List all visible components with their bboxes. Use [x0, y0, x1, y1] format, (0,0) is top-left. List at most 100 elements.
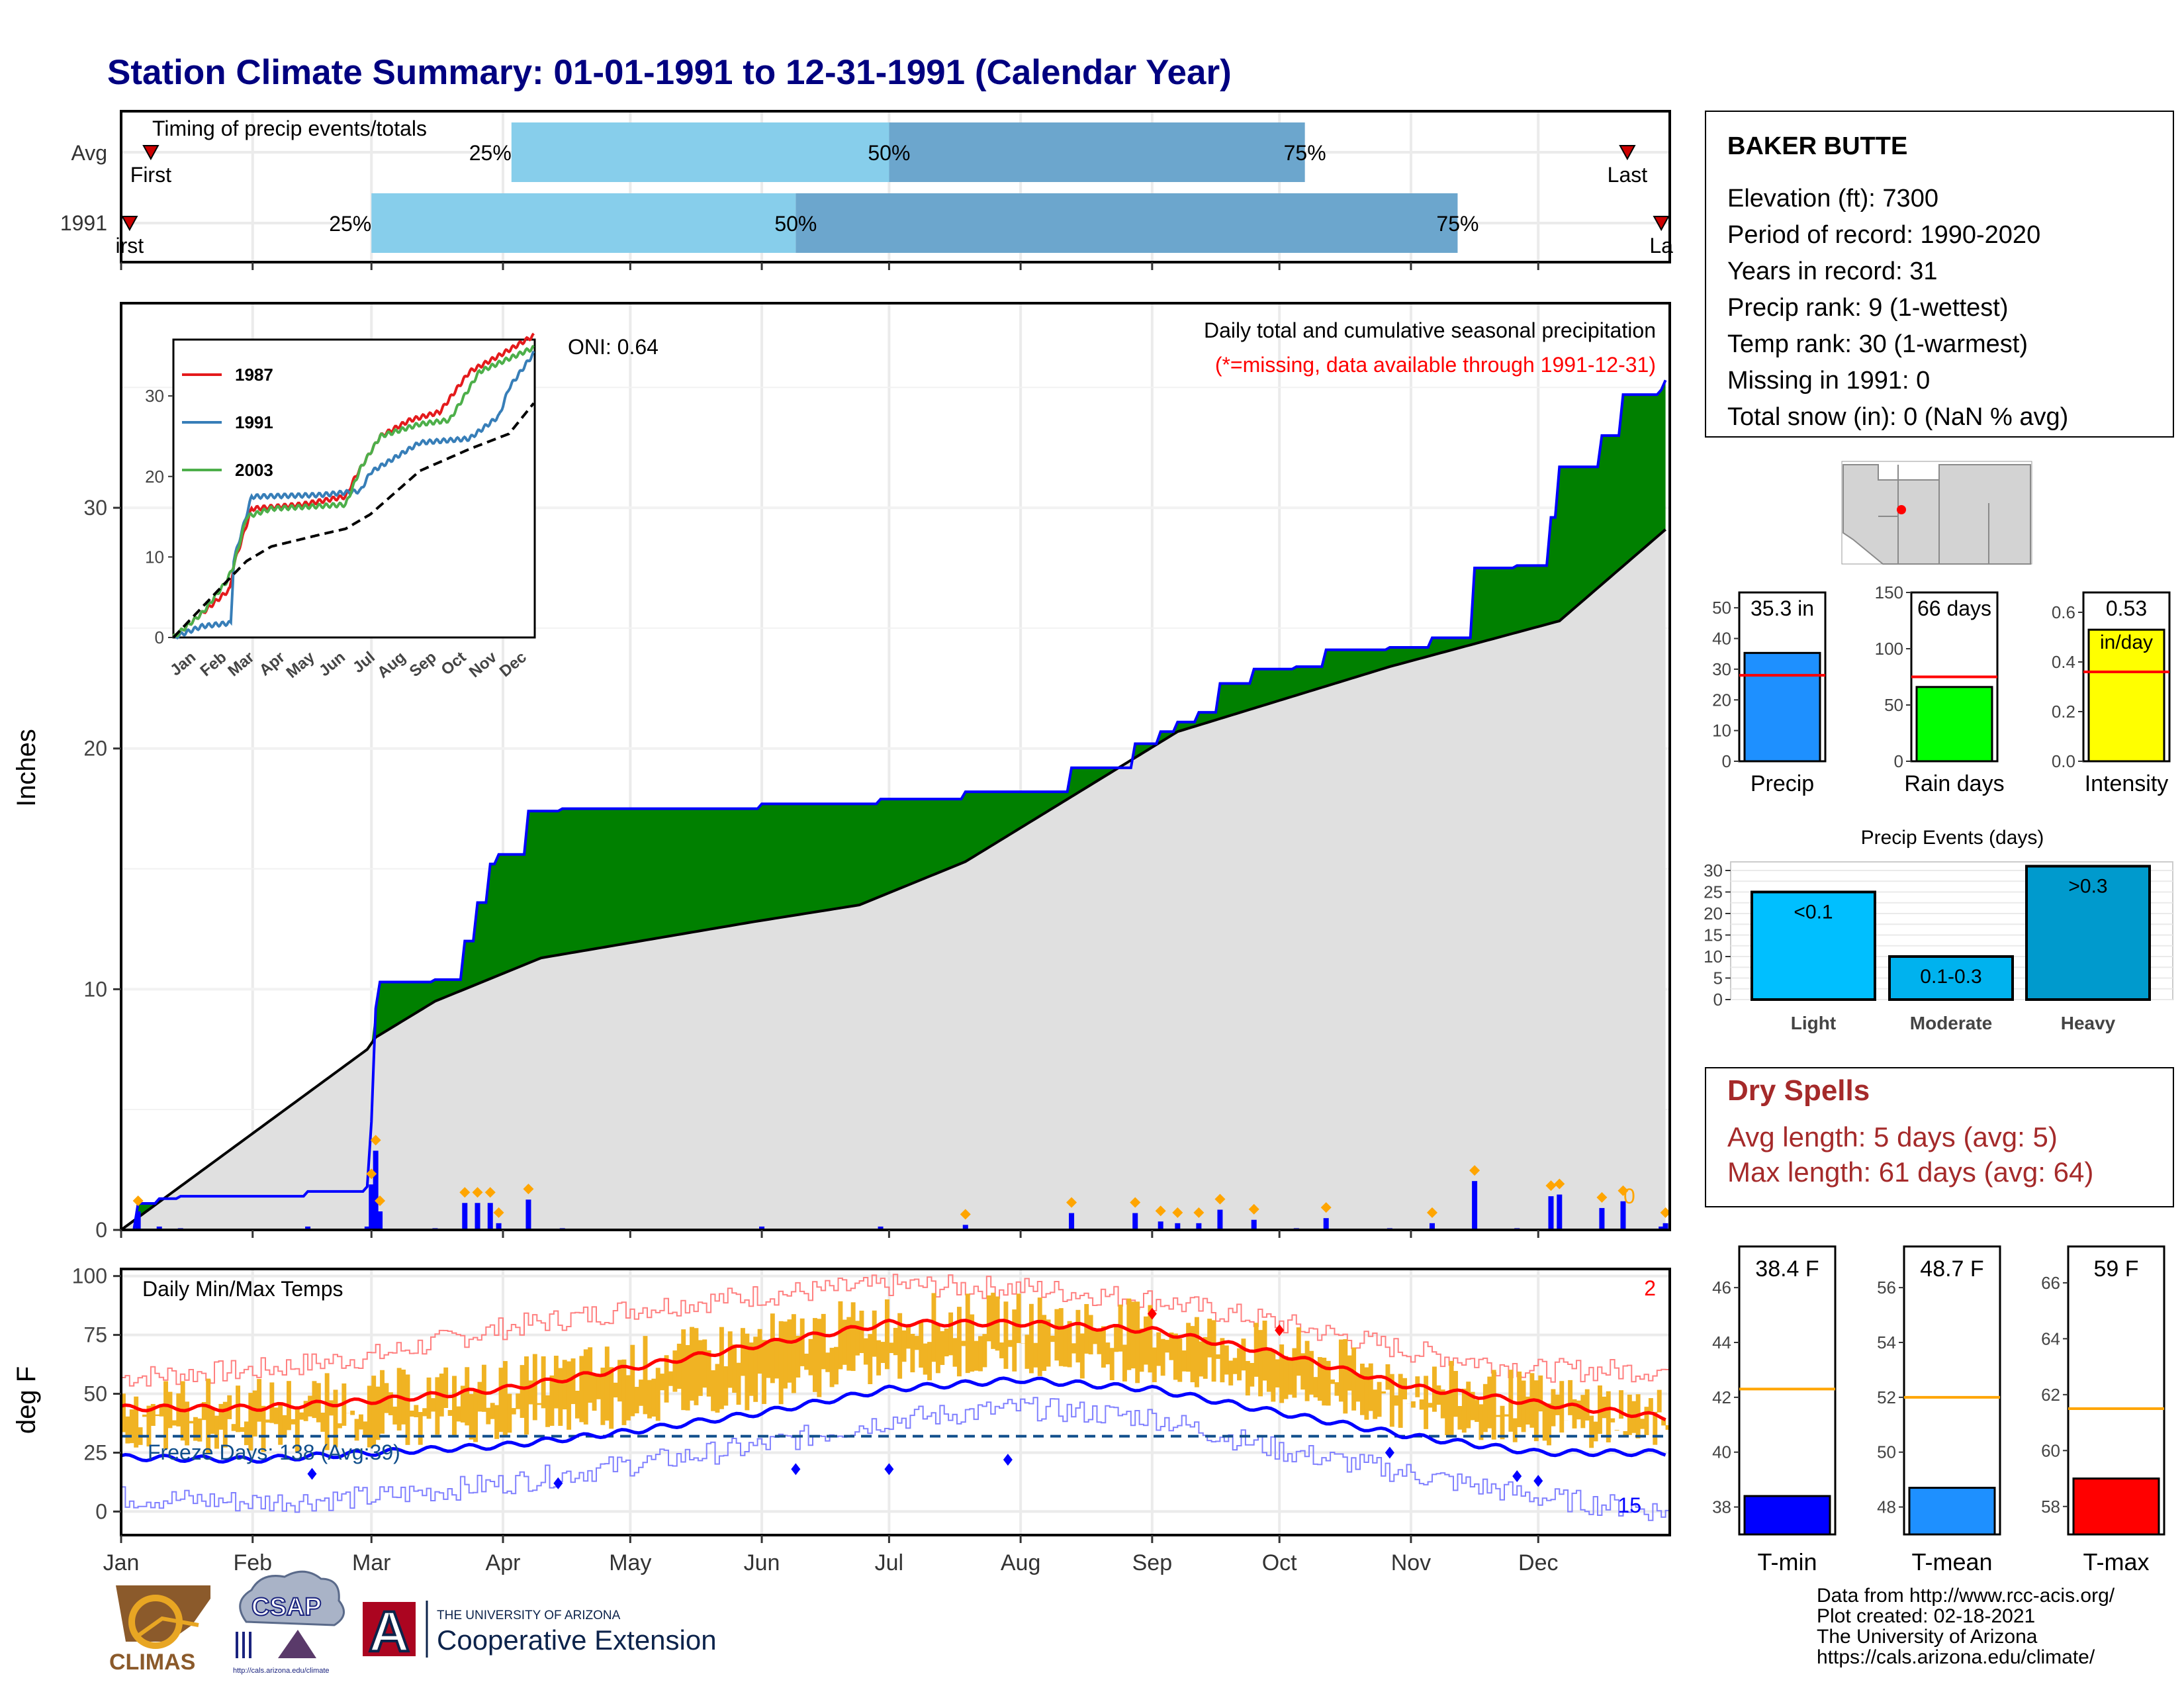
events-category-label: Moderate [1910, 1013, 1992, 1033]
daily-temp-bar [681, 1329, 686, 1411]
climas-logo: CLIMAS [109, 1585, 210, 1675]
daily-temp-bar [1657, 1389, 1662, 1413]
daily-temp-bar [1109, 1348, 1115, 1381]
daily-temp-bar [796, 1335, 801, 1378]
daily-temp-bar [1012, 1309, 1017, 1372]
daily-temp-bar [1364, 1367, 1369, 1420]
station-info-box: BAKER BUTTE Elevation (ft): 7300 Period … [1705, 111, 2174, 438]
temp-summary-frame [1903, 1245, 2001, 1536]
daily-temp-bar [456, 1406, 461, 1422]
daily-temp-bar [1432, 1366, 1437, 1412]
daily-temp-bar [978, 1336, 983, 1372]
daily-temp-bar [1037, 1297, 1042, 1376]
events-y-label: 25 [1704, 882, 1723, 902]
daily-temp-bar [1097, 1329, 1102, 1354]
month-label: Jan [103, 1550, 140, 1575]
month-label: Oct [1262, 1550, 1297, 1575]
daily-precip-bar [1472, 1181, 1478, 1230]
heavy-event-marker [1172, 1207, 1183, 1218]
temp-summary-y-label: 52 [1877, 1387, 1896, 1407]
summary-unit-label: in/day [2100, 632, 2153, 653]
daily-temp-bar [596, 1375, 601, 1399]
daily-temp-bar [1313, 1377, 1318, 1398]
daily-temp-bar [1114, 1326, 1119, 1352]
daily-temp-bar [1593, 1421, 1598, 1442]
daily-temp-bar [1360, 1363, 1365, 1415]
daily-temp-bar [1245, 1360, 1250, 1396]
month-label: Mar [352, 1550, 391, 1575]
summary-y-label: 10 [1712, 721, 1731, 741]
daily-precip-bar [1132, 1213, 1138, 1230]
summary-bar [1915, 686, 1993, 763]
daily-temp-bar [312, 1381, 317, 1419]
daily-temp-bar [956, 1307, 962, 1377]
summary-y-label: 20 [1712, 690, 1731, 710]
timing-label: Timing of precip events/totals [152, 117, 427, 140]
daily-temp-bar [1351, 1347, 1357, 1411]
daily-temp-bar [171, 1420, 177, 1426]
daily-temp-bar [1139, 1328, 1144, 1372]
daily-precip-bar [1217, 1209, 1223, 1230]
y-tick-label: 10 [83, 977, 107, 1001]
daily-temp-bar [481, 1364, 486, 1412]
temp-ylabel: deg F [12, 1366, 41, 1434]
daily-temp-bar [621, 1359, 627, 1425]
temp-summary-label: T-max [2083, 1548, 2149, 1575]
temp-summary-y-label: 56 [1877, 1278, 1896, 1297]
daily-temp-bar [155, 1414, 160, 1417]
daily-temp-bar [1220, 1338, 1225, 1383]
daily-temp-bar [1007, 1340, 1013, 1347]
daily-temp-bar [770, 1313, 775, 1383]
station-period: Period of record: 1990-2020 [1727, 221, 2040, 249]
daily-temp-bar [889, 1342, 894, 1354]
daily-temp-bar [1525, 1396, 1530, 1425]
daily-temp-bar [829, 1348, 835, 1387]
daily-temp-bar [838, 1301, 843, 1370]
daily-temp-bar [719, 1327, 724, 1409]
daily-temp-bar [303, 1401, 308, 1421]
heavy-event-marker [132, 1196, 144, 1206]
daily-temp-bar [613, 1382, 618, 1398]
daily-temp-bar [516, 1393, 521, 1409]
daily-temp-bar [240, 1427, 245, 1432]
daily-temp-bar [1589, 1415, 1594, 1448]
daily-temp-bar [876, 1340, 882, 1376]
daily-temp-bar [804, 1353, 809, 1370]
daily-precip-bar [759, 1226, 765, 1230]
events-bar [2025, 865, 2151, 1001]
daily-temp-bar [1101, 1326, 1106, 1368]
daily-temp-bar [834, 1346, 839, 1385]
daily-temp-bar [1584, 1389, 1590, 1421]
daily-temp-bar [991, 1292, 996, 1349]
daily-temp-bar [528, 1380, 533, 1405]
normal-area [121, 529, 1666, 1230]
daily-temp-bar [295, 1408, 300, 1452]
daily-temp-bar [193, 1417, 198, 1441]
daily-temp-bar [1410, 1401, 1416, 1408]
daily-temp-bar [647, 1380, 652, 1419]
daily-temp-bar [1568, 1380, 1573, 1415]
heavy-event-marker [1130, 1197, 1141, 1208]
daily-temp-bar [1377, 1382, 1382, 1417]
precip-corner-count: 0 [1623, 1184, 1635, 1208]
daily-temp-bar [982, 1334, 987, 1368]
daily-temp-bar [363, 1421, 368, 1436]
ua-logo-letter: A [369, 1600, 410, 1664]
daily-temp-bar [460, 1385, 465, 1423]
daily-precip-bar [1429, 1223, 1435, 1230]
daily-temp-bar [821, 1313, 826, 1370]
daily-temp-bar [893, 1327, 898, 1356]
month-label: Jun [744, 1550, 780, 1575]
daily-temp-bar [694, 1328, 699, 1405]
daily-temp-bar [1093, 1329, 1098, 1344]
daily-temp-bar [1619, 1390, 1623, 1419]
summary-y-label: 0.6 [2052, 602, 2075, 622]
daily-temp-bar [1512, 1418, 1518, 1442]
daily-temp-bar [651, 1378, 657, 1417]
daily-temp-bar [630, 1344, 635, 1417]
daily-temp-bar [1334, 1382, 1340, 1396]
daily-temp-bar [625, 1375, 631, 1421]
daily-temp-bar [868, 1334, 873, 1385]
daily-temp-bar [1300, 1353, 1306, 1390]
